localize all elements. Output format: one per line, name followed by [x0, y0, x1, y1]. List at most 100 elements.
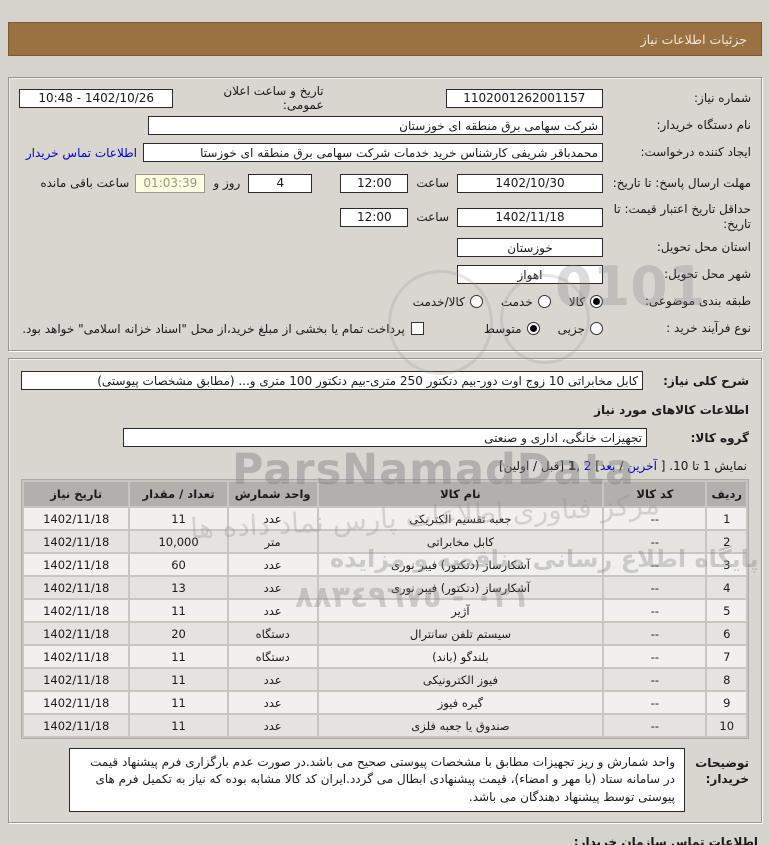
- page-title-bar: جزئیات اطلاعات نیاز: [8, 22, 762, 56]
- radio-service-label: خدمت: [500, 294, 533, 309]
- need-description-row: شرح کلی نیاز: کابل مخابراتی 10 زوج اوت د…: [21, 367, 749, 394]
- province-field[interactable]: خوزستان: [457, 238, 603, 257]
- table-cell: 8: [707, 669, 746, 690]
- table-cell: دستگاه: [228, 646, 317, 667]
- need-number-row: شماره نیاز: 1102001262001157 تاریخ و ساع…: [19, 84, 751, 112]
- goods-panel: شرح کلی نیاز: کابل مخابراتی 10 زوج اوت د…: [8, 358, 762, 824]
- table-cell: عدد: [228, 715, 317, 736]
- radio-goods-label: کالا: [568, 294, 585, 309]
- pagination-prefix: نمایش 1 تا 10. [: [656, 459, 747, 473]
- table-cell: صندوق یا جعبه فلزی: [318, 715, 603, 736]
- contact-title: اطلاعات تماس سازمان خریدار:: [573, 835, 758, 845]
- deadline-date-field[interactable]: 1402/10/30: [457, 173, 603, 193]
- classification-label: طبقه بندی موضوعی:: [644, 294, 751, 308]
- table-cell: عدد: [228, 692, 317, 713]
- remaining-label: ساعت باقی مانده: [40, 176, 130, 190]
- treasury-checkbox[interactable]: [410, 322, 424, 335]
- pagination-last-link[interactable]: آخرین: [627, 459, 657, 473]
- table-cell: 11: [130, 669, 227, 690]
- goods-table-header-row: ردیف کد کالا نام کالا واحد شمارش تعداد /…: [24, 482, 746, 506]
- need-description-label: شرح کلی نیاز:: [663, 373, 749, 388]
- table-cell: 20: [130, 623, 227, 644]
- table-cell: عدد: [228, 508, 317, 529]
- table-cell: 10,000: [130, 531, 227, 552]
- pagination-suffix: [قبل / اولین]: [498, 459, 568, 473]
- deadline-row: مهلت ارسال پاسخ: تا تاریخ: 1402/10/30 سا…: [19, 166, 751, 200]
- creator-field[interactable]: محمدباقر شریفی کارشناس خرید خدمات شرکت س…: [143, 143, 603, 162]
- pagination-next-link[interactable]: بعد: [599, 459, 616, 473]
- table-cell: 1402/11/18: [24, 531, 129, 552]
- price-validity-row: حداقل تاریخ اعتبار قیمت: تا تاریخ: 1402/…: [19, 200, 751, 234]
- table-cell: 1402/11/18: [24, 646, 129, 667]
- table-cell: عدد: [228, 577, 317, 598]
- buyer-notes-label: توضیحات خریدار:: [695, 756, 749, 786]
- col-header-unit: واحد شمارش: [228, 482, 317, 506]
- days-label: روز و: [213, 176, 241, 190]
- city-field[interactable]: اهواز: [457, 265, 603, 284]
- radio-goods-service[interactable]: [469, 295, 483, 308]
- table-cell: آشکارساز (دتکتور) فیبر نوری: [318, 577, 603, 598]
- table-cell: 9: [707, 692, 746, 713]
- validity-date-field[interactable]: 1402/11/18: [457, 207, 603, 227]
- table-cell: 1402/11/18: [24, 669, 129, 690]
- validity-time-field[interactable]: 12:00: [340, 207, 409, 227]
- validity-hour-label: ساعت: [416, 210, 449, 224]
- table-cell: بلندگو (باند): [318, 646, 603, 667]
- city-label: شهر محل تحویل:: [664, 267, 751, 281]
- goods-group-field[interactable]: تجهیزات خانگی، اداری و صنعتی: [123, 428, 647, 447]
- deadline-hour-label: ساعت: [416, 176, 449, 190]
- table-cell: 1: [707, 508, 746, 529]
- table-cell: 10: [707, 715, 746, 736]
- table-cell: 1402/11/18: [24, 508, 129, 529]
- deadline-time-field[interactable]: 12:00: [340, 173, 409, 193]
- need-description-field[interactable]: کابل مخابراتی 10 زوج اوت دور-بیم دتکتور …: [21, 371, 643, 390]
- table-cell: 7: [707, 646, 746, 667]
- buyer-notes-row: توضیحات خریدار: واحد شمارش و ریز تجهیزات…: [21, 748, 749, 813]
- col-header-date: تاریخ نیاز: [24, 482, 129, 506]
- days-remaining-field[interactable]: 4: [248, 173, 313, 193]
- pagination: نمایش 1 تا 10. [ آخرین / بعد] 2 ,1 [قبل …: [21, 459, 747, 473]
- buyer-org-row: نام دستگاه خریدار: شرکت سهامی برق منطقه …: [19, 112, 751, 139]
- pagination-page-2[interactable]: 2: [583, 459, 592, 473]
- table-cell: 11: [130, 692, 227, 713]
- radio-partial-label: جزیی: [557, 321, 585, 336]
- table-cell: 1402/11/18: [24, 554, 129, 575]
- table-cell: 60: [130, 554, 227, 575]
- table-cell: فیوز الکترونیکی: [318, 669, 603, 690]
- table-cell: 4: [707, 577, 746, 598]
- col-header-name: نام کالا: [318, 482, 603, 506]
- table-cell: آشکارساز (دتکتور) فیبر نوری: [318, 554, 603, 575]
- goods-table-body: 1 -- جعبه تقسیم الکتریکی عدد 11 1402/11/18 2 --…: [24, 508, 746, 736]
- table-cell: 1402/11/18: [24, 577, 129, 598]
- table-cell: --: [604, 508, 706, 529]
- table-row: 5 -- آژیر عدد 11 1402/11/18: [24, 600, 746, 621]
- table-cell: 1402/11/18: [24, 623, 129, 644]
- table-cell: عدد: [228, 600, 317, 621]
- need-number-field[interactable]: 1102001262001157: [445, 88, 603, 108]
- table-cell: --: [604, 600, 706, 621]
- table-cell: متر: [228, 531, 317, 552]
- table-cell: گیره فیوز: [318, 692, 603, 713]
- radio-partial[interactable]: [590, 322, 603, 335]
- table-row: 2 -- کابل مخابراتی متر 10,000 1402/11/18: [24, 531, 746, 552]
- announce-datetime-field[interactable]: 1402/10/26 - 10:48: [19, 88, 174, 108]
- radio-service[interactable]: [537, 295, 551, 308]
- table-cell: --: [604, 531, 706, 552]
- radio-goods[interactable]: [590, 295, 603, 308]
- table-cell: 11: [130, 508, 227, 529]
- buyer-contact-link[interactable]: اطلاعات تماس خریدار: [25, 145, 137, 160]
- countdown-timer: 01:03:39: [135, 173, 206, 193]
- table-cell: 1402/11/18: [24, 600, 129, 621]
- table-cell: دستگاه: [228, 623, 317, 644]
- classification-row: طبقه بندی موضوعی: کالا خدمت کالا/خدمت: [19, 288, 751, 315]
- col-header-code: کد کالا: [604, 482, 706, 506]
- table-cell: 3: [707, 554, 746, 575]
- table-cell: 11: [130, 715, 227, 736]
- creator-label: ایجاد کننده درخواست:: [640, 145, 751, 159]
- table-cell: 13: [130, 577, 227, 598]
- table-cell: آژیر: [318, 600, 603, 621]
- buyer-org-field[interactable]: شرکت سهامی برق منطقه ای خوزستان: [148, 116, 603, 135]
- delivery-city-row: شهر محل تحویل: اهواز: [19, 261, 751, 288]
- radio-medium[interactable]: [526, 322, 540, 335]
- table-cell: 2: [707, 531, 746, 552]
